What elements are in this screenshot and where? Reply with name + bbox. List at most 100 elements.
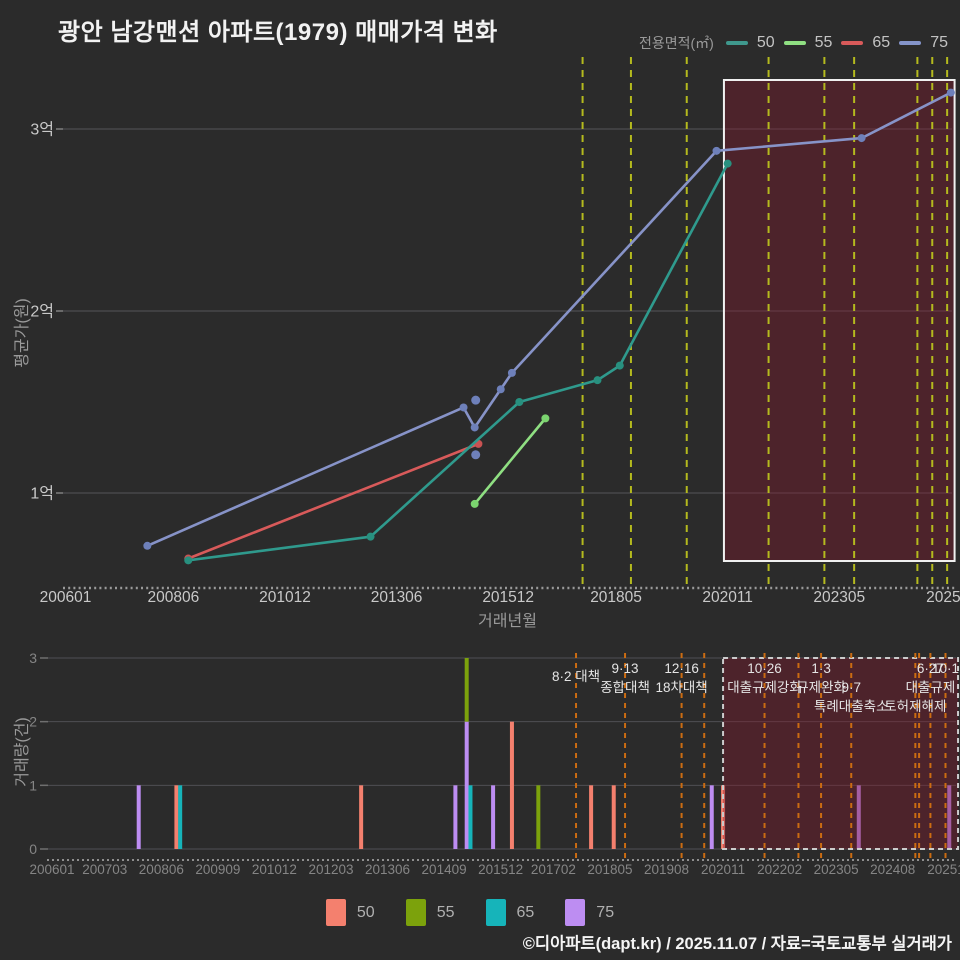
price-point-55 [470,499,479,508]
volume-x-tick-label: 201702 [531,862,576,877]
highlight-box-main [722,79,956,562]
legend-line-label-65: 65 [872,34,891,51]
event-label-202502: 토허제해제 [884,699,946,714]
price-point-50 [184,556,193,565]
page-title: 광안 남강맨션 아파트(1979) 매매가격 변화 [58,19,498,46]
price-point-75 [470,423,479,432]
legend-line-swatch-55 [783,41,806,45]
volume-x-tick-label: 200601 [29,862,74,877]
event-label-202301: 1·3 [811,661,831,676]
price-point-75 [507,368,516,377]
main-y-axis-title: 평균가(원) [14,298,31,368]
legend-area-sizes: 전용면적(㎡) 50 55 65 75 [639,33,948,53]
legend-bar-swatch-75 [565,899,586,926]
legend-line-label-55: 55 [814,34,833,51]
price-point-50 [615,361,624,370]
trade-bar-75-202511 [947,785,952,849]
main-x-tick-label: 200806 [148,589,200,606]
volume-x-tick-label: 202202 [757,862,802,877]
main-x-tick-label: 201512 [482,589,534,606]
trade-bar-65-201504 [468,785,473,849]
volume-x-tick-label: 202011 [701,862,745,877]
trade-bar-65-200811 [178,785,183,849]
event-label-202510: 10·1 [932,661,959,676]
event-label-202506: 대출규제 [906,680,956,695]
legend-line-swatch-65 [841,41,864,45]
volume-x-tick-label: 200909 [195,862,240,877]
volume-y-axis-title: 거래량(건) [14,717,31,787]
main-x-tick-label: 202011 [702,589,753,606]
volume-x-tick-label: 201908 [644,862,689,877]
volume-x-tick-label: 201512 [478,862,523,877]
volume-y-tick-label: 0 [29,841,37,857]
price-point-50 [366,532,375,541]
legend-bar-label-65: 65 [516,903,535,921]
price-line-50 [186,162,729,562]
main-x-tick-label: 202305 [813,589,865,606]
price-point-75 [857,134,866,143]
legend-bar-label-75: 75 [596,903,615,921]
trade-bar-55-201503 [464,657,469,722]
volume-x-tick-label: 201012 [252,862,297,877]
price-point-75 [712,146,721,155]
main-y-tick-label: 1억 [30,485,54,503]
trade-bar-75-201510 [491,785,496,849]
volume-x-tick-label: 202305 [814,862,859,877]
trade-bar-50-201806 [611,785,616,849]
legend-volume-sizes: 50 55 65 75 [0,899,960,926]
trade-bar-75-201503 [464,721,469,849]
price-point-50 [515,398,524,406]
volume-x-tick-label: 201805 [587,862,632,877]
trade-bar-75-201412 [453,785,458,849]
legend-bar-swatch-55 [405,899,426,926]
event-label-201809: 9·13 [612,661,639,676]
trade-bar-50-201211 [359,785,364,849]
event-label-201809: 종합대책 [600,680,650,695]
footer-credit: ©디아파트(dapt.kr) / 2025.11.07 / 자료=국토교통부 실… [522,935,952,953]
price-point-75 [143,541,152,550]
main-x-tick-label: 201012 [259,589,311,606]
volume-x-tick-label: 200806 [139,862,184,877]
main-x-tick-label: 200601 [40,589,92,606]
event-label-201708: 8·2 대책 [552,669,600,684]
legend-line-swatch-50 [725,41,748,45]
main-x-tick-label: 2025 [926,589,960,606]
main-x-tick-label: 201805 [590,589,642,606]
price-line-55 [473,417,547,506]
trade-bar-50-201603 [509,721,514,849]
volume-x-tick-label: 201409 [422,862,467,877]
price-line-65 [186,442,480,560]
event-label-202309: 특례대출축소 [814,699,889,714]
legend-bar-swatch-50 [325,899,346,926]
trade-bar-75-200712 [136,785,141,849]
volume-x-tick-label: 201306 [365,862,410,877]
event-label-202110: 10·26 [747,661,782,676]
trade-bar-75-202008 [709,785,714,849]
price-point-50 [593,376,602,385]
volume-x-tick-label: 202511 [927,862,960,877]
event-label-202301: 규제완화 [796,680,846,695]
price-point-75 [459,403,468,412]
main-y-tick-label: 2억 [30,303,54,321]
event-label-202506: 6·27 [917,661,944,676]
event-label-202110: 대출규제강화 [727,680,802,695]
event-label-202309: 9·7 [841,680,861,695]
volume-x-tick-label: 202408 [870,862,915,877]
price-point-50 [723,159,732,168]
legend-caption: 전용면적(㎡) [638,35,714,51]
single-trade-dot-75 [471,450,481,460]
legend-bar-swatch-65 [485,899,506,926]
main-x-tick-label: 201306 [371,589,423,606]
volume-y-tick-label: 1 [29,777,37,793]
price-point-55 [541,414,550,423]
trade-bar-75-202311 [856,785,861,849]
price-point-75 [946,88,955,97]
legend-bar-label-55: 55 [436,903,455,921]
single-trade-dot-75 [471,395,481,405]
trade-bar-50-201712 [589,785,594,849]
volume-x-tick-label: 200703 [82,862,127,877]
trade-bar-50-202011 [721,785,726,849]
event-label-201912: 18차대책 [655,680,707,695]
